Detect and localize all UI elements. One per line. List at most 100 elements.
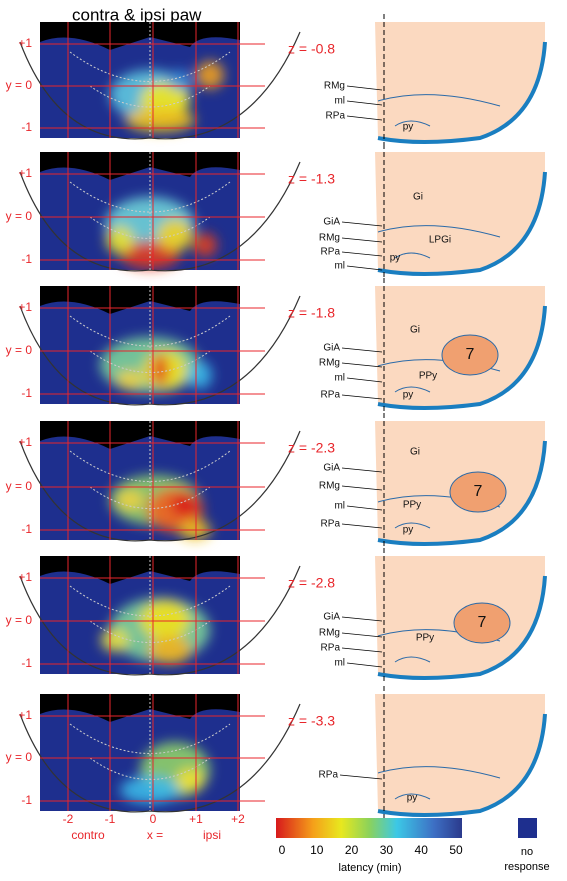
z-label: z = -2.8	[288, 575, 335, 591]
x-tick-label: -2	[63, 812, 74, 826]
colorbar-tick: 40	[415, 843, 429, 857]
y-tick-label: +1	[18, 166, 32, 180]
atlas-label: ml	[334, 96, 345, 107]
leader	[342, 468, 382, 472]
atlas-label: py	[403, 122, 414, 133]
atlas-label: py	[407, 793, 418, 804]
y-tick-label: y = 0	[6, 343, 33, 357]
colorbar-tick: 20	[345, 843, 359, 857]
activity-blob	[116, 370, 144, 390]
atlas-section	[375, 22, 545, 142]
atlas-label: RMg	[319, 481, 340, 492]
atlas-label: RMg	[319, 358, 340, 369]
x-axis-label: x =	[147, 828, 163, 842]
figure: contra & ipsi paw +1 y = 0 -1 z = -0.8 RMg ml…	[0, 0, 567, 881]
atlas-label: py	[390, 253, 401, 264]
atlas-label: ml	[334, 261, 345, 272]
leader	[342, 348, 382, 352]
y-tick-label: y = 0	[6, 750, 33, 764]
atlas-label: RPa	[321, 247, 341, 258]
leader	[342, 617, 382, 621]
panel: +1y = 0-1z = -2.3GiGiARMgmlRPaPPy7py	[6, 413, 545, 548]
x-tick-label: 0	[150, 812, 157, 826]
panel: +1 y = 0 -1 z = -1.3 Gi GiA RMg RPa ml LPGi py	[6, 144, 545, 278]
colorbar-tick: 10	[310, 843, 324, 857]
activity-blob	[152, 354, 168, 386]
z-label: z = -1.3	[288, 171, 335, 187]
atlas-label: RPa	[321, 643, 341, 654]
activity-blob	[101, 628, 129, 652]
leader	[342, 486, 382, 490]
leader	[347, 506, 382, 510]
atlas-label: LPGi	[429, 235, 451, 246]
x-axis-label: ipsi	[203, 828, 221, 842]
y-tick-label: -1	[21, 252, 32, 266]
atlas-label: ml	[334, 373, 345, 384]
atlas-label: 7	[474, 483, 483, 500]
atlas-label: Gi	[410, 325, 420, 336]
y-tick-label: -1	[21, 386, 32, 400]
activity-blob	[176, 768, 204, 792]
atlas-label: GiA	[323, 343, 340, 354]
activity-blob	[157, 219, 193, 251]
no-response-swatch	[518, 818, 537, 838]
activity-blob	[140, 600, 190, 640]
atlas-label: PPy	[403, 500, 421, 511]
atlas-section	[375, 152, 545, 274]
x-tick-label: -1	[105, 812, 116, 826]
atlas-label: RMg	[319, 233, 340, 244]
y-tick-label: y = 0	[6, 209, 33, 223]
leader	[340, 775, 382, 779]
activity-blob	[116, 490, 144, 510]
x-tick-label: +1	[189, 812, 203, 826]
leader	[342, 648, 382, 652]
atlas-label: GiA	[323, 463, 340, 474]
y-tick-label: -1	[21, 522, 32, 536]
activity-blob	[171, 493, 199, 517]
z-label: z = -0.8	[288, 41, 335, 57]
colorbar-tick: 30	[380, 843, 394, 857]
y-tick-label: -1	[21, 793, 32, 807]
activity-blob	[168, 70, 192, 90]
atlas-section	[375, 694, 545, 815]
x-tick-label: +2	[231, 812, 245, 826]
y-tick-label: y = 0	[6, 479, 33, 493]
leader	[342, 633, 382, 637]
atlas-label: RPa	[326, 111, 346, 122]
leader	[347, 663, 382, 667]
leader	[347, 266, 382, 270]
leader	[342, 363, 382, 367]
colorbar-label: latency (min)	[339, 862, 402, 874]
leader	[347, 378, 382, 382]
y-tick-label: +1	[18, 36, 32, 50]
z-label: z = -1.8	[288, 305, 335, 321]
atlas-label: 7	[478, 614, 487, 631]
figure-title: contra & ipsi paw	[72, 5, 202, 24]
y-tick-label: -1	[21, 656, 32, 670]
y-tick-label: +1	[18, 570, 32, 584]
y-tick-label: +1	[18, 435, 32, 449]
leader	[342, 222, 382, 226]
activity-blob	[188, 361, 212, 389]
leader	[342, 238, 382, 242]
atlas-label: GiA	[323, 217, 340, 228]
colorbar-tick: 0	[279, 843, 286, 857]
leader	[347, 116, 382, 120]
y-tick-label: +1	[18, 300, 32, 314]
leader	[342, 524, 382, 528]
leader	[342, 252, 382, 256]
atlas-label: RPa	[319, 770, 339, 781]
atlas-label: ml	[334, 501, 345, 512]
atlas-label: Gi	[413, 192, 423, 203]
no-response-label: response	[504, 861, 549, 873]
leader	[342, 395, 382, 399]
atlas-label: RMg	[324, 81, 345, 92]
x-axis-label: contro	[71, 828, 105, 842]
atlas-label: PPy	[416, 633, 434, 644]
z-label: z = -2.3	[288, 440, 335, 456]
atlas-label: RMg	[319, 628, 340, 639]
